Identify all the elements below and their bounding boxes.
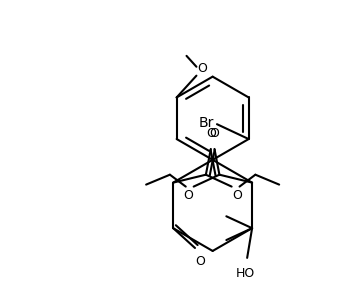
Text: HO: HO bbox=[235, 267, 255, 280]
Text: Br: Br bbox=[199, 116, 214, 130]
Text: O: O bbox=[210, 127, 220, 140]
Text: O: O bbox=[197, 62, 207, 75]
Text: O: O bbox=[183, 189, 193, 201]
Text: O: O bbox=[195, 255, 205, 268]
Text: O: O bbox=[233, 189, 243, 201]
Text: O: O bbox=[206, 127, 216, 140]
